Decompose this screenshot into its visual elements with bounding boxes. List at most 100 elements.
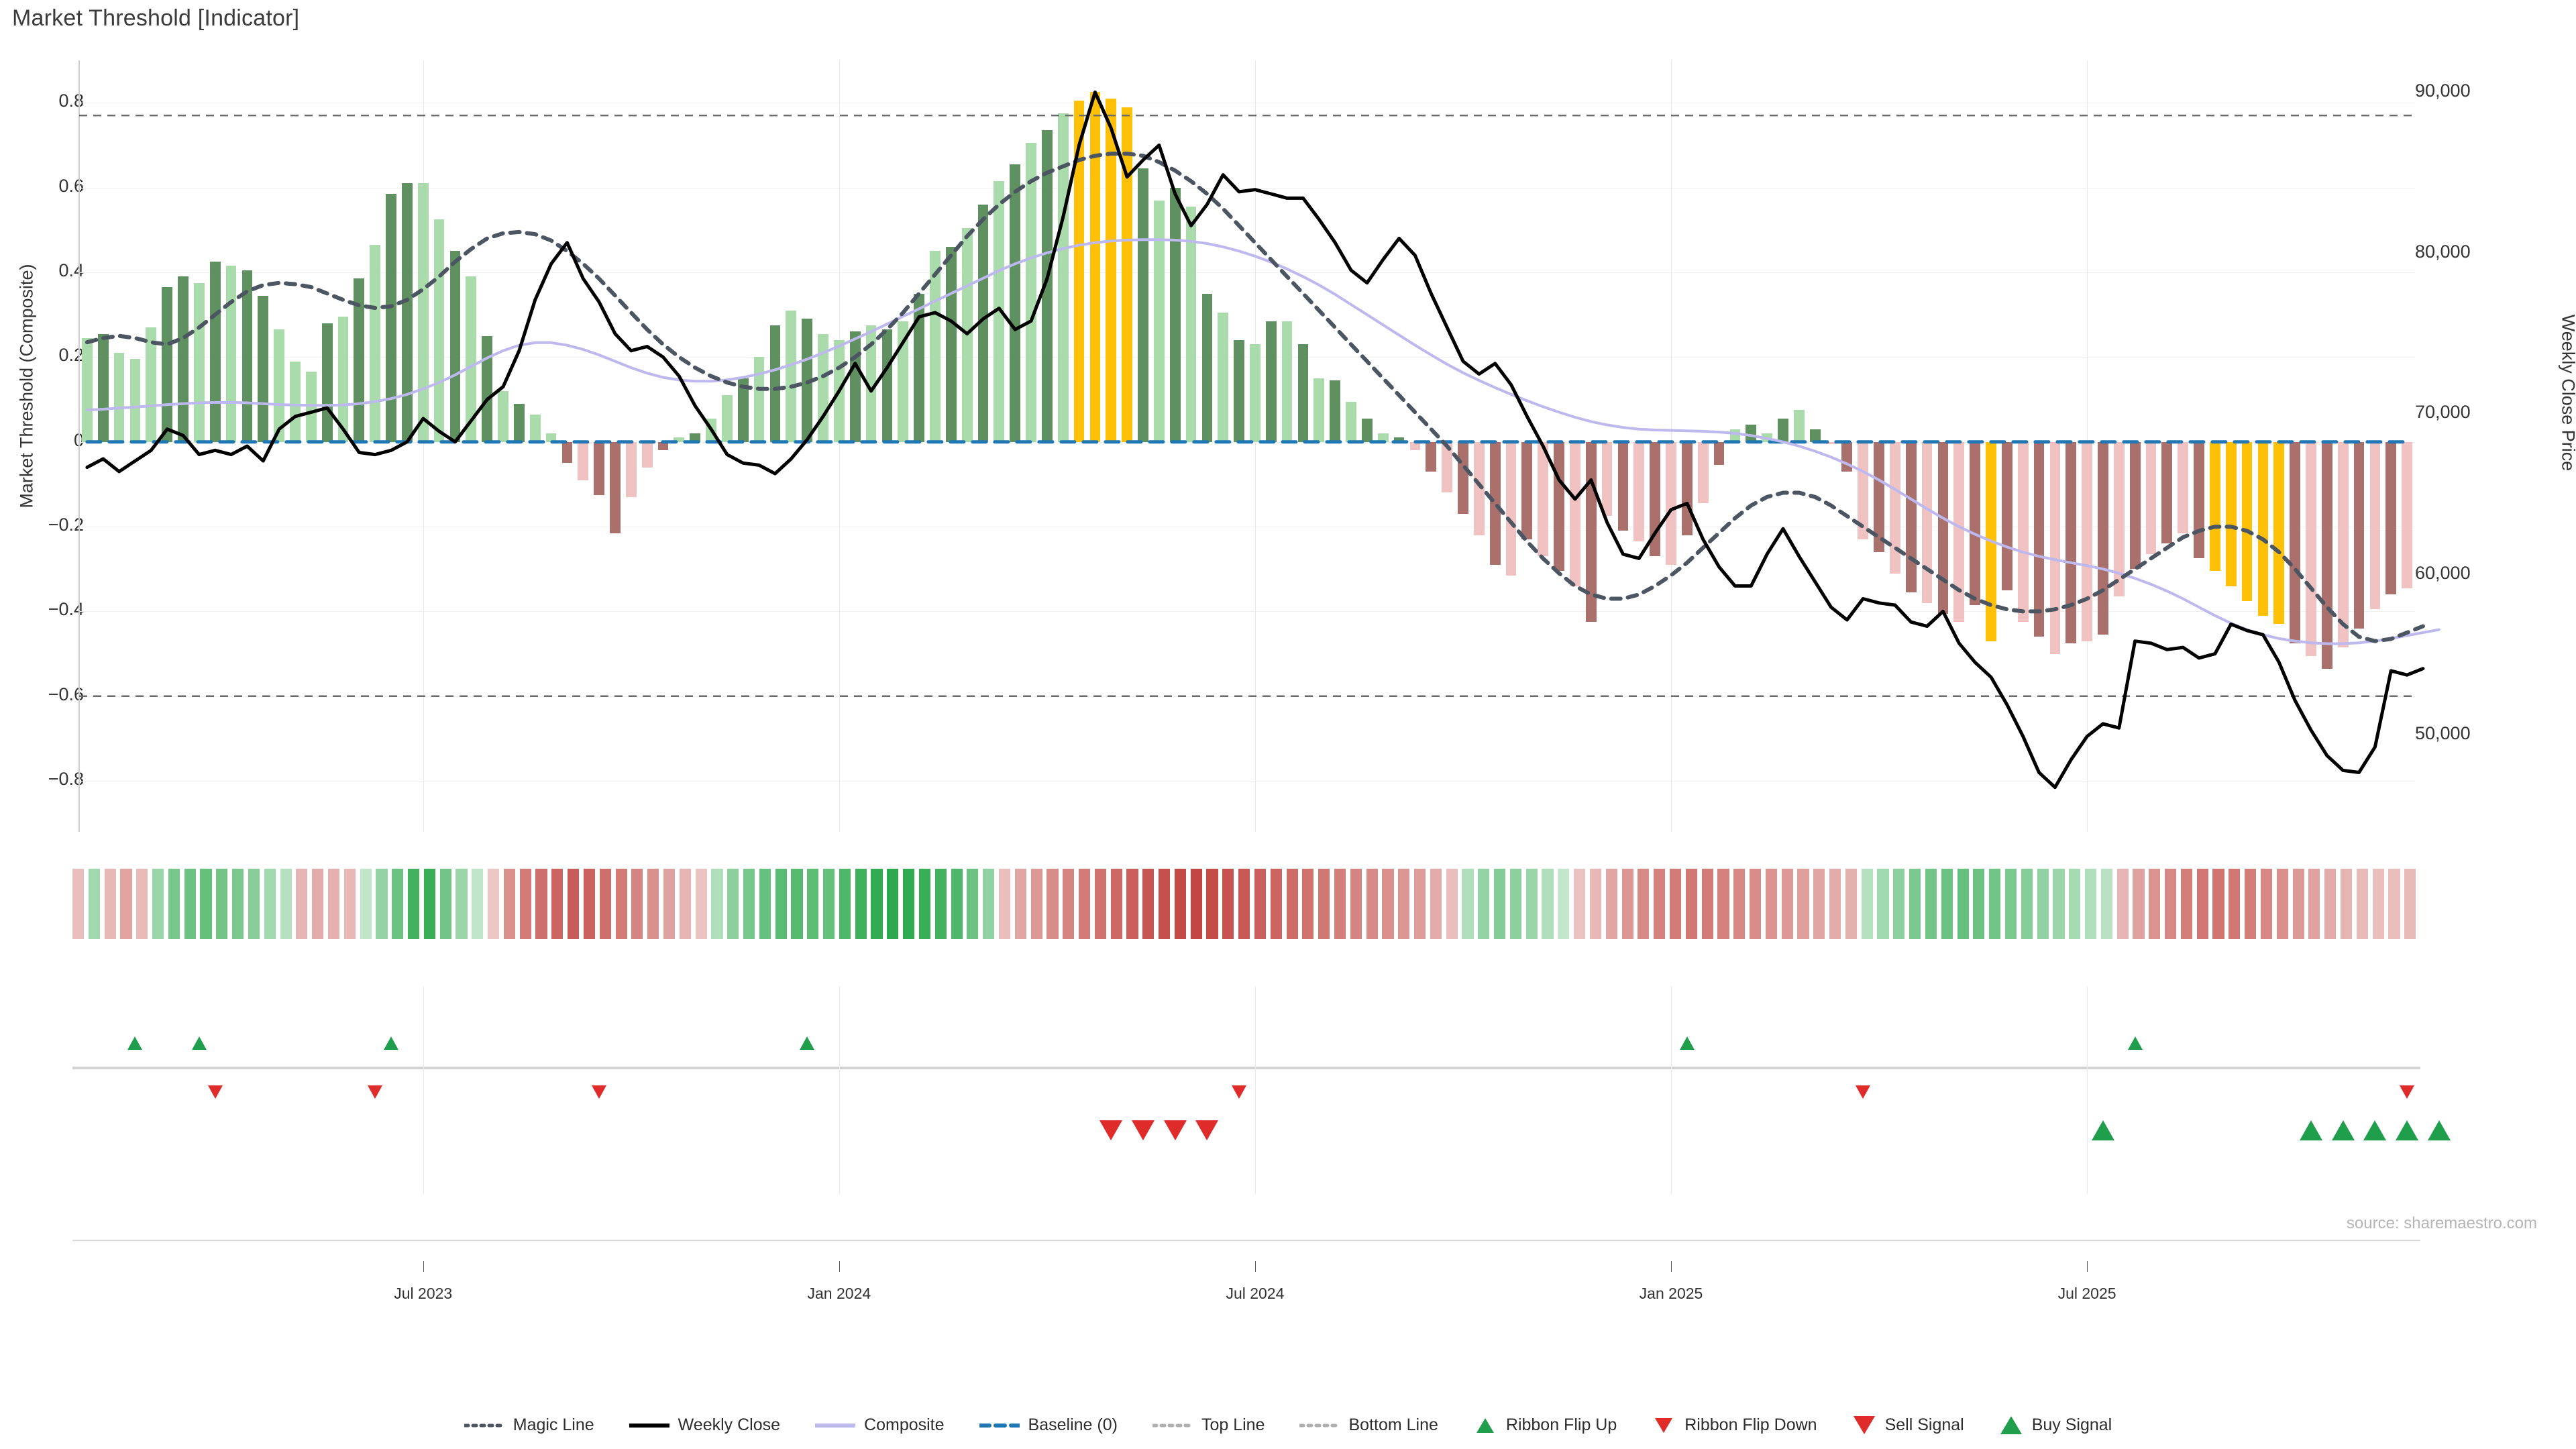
composite-bar xyxy=(386,194,396,442)
ribbon-cell xyxy=(1382,869,1394,939)
composite-bar xyxy=(1890,441,1900,574)
x-tick-mark xyxy=(423,1261,424,1272)
ribbon-cell xyxy=(1206,869,1218,939)
ribbon-cell xyxy=(1750,869,1762,939)
composite-bar xyxy=(146,327,157,442)
gridline-vertical xyxy=(423,986,424,1161)
composite-bar xyxy=(865,325,877,442)
composite-bar xyxy=(625,441,637,497)
composite-bar xyxy=(1057,113,1069,442)
x-tick-label: Jul 2024 xyxy=(1226,1285,1285,1302)
legend-item[interactable]: Top Line xyxy=(1151,1415,1265,1435)
y-tick-left: 0 xyxy=(0,430,84,451)
ribbon-cell xyxy=(1813,869,1825,939)
ribbon-cell xyxy=(2100,869,2112,939)
ribbon-cell xyxy=(1877,869,1889,939)
ribbon-cell xyxy=(184,869,196,939)
gridline-vertical xyxy=(423,60,424,832)
ribbon-cell xyxy=(1765,869,1777,939)
ribbon-cell xyxy=(120,869,132,939)
composite-bar xyxy=(1538,441,1549,557)
ribbon-cell xyxy=(934,869,947,939)
composite-bar xyxy=(417,183,429,442)
composite-bar xyxy=(786,310,797,442)
ribbon-cell xyxy=(1014,869,1026,939)
legend-item[interactable]: Composite xyxy=(814,1415,945,1435)
ribbon-cell xyxy=(2069,869,2081,939)
triangle-up-icon xyxy=(1476,1417,1494,1433)
composite-bar xyxy=(2049,441,2061,654)
composite-bar xyxy=(2017,441,2029,623)
ribbon-cell xyxy=(951,869,963,939)
composite-bar xyxy=(898,321,909,442)
ribbon-flip-up-marker xyxy=(127,1036,143,1050)
ribbon-cell xyxy=(503,869,515,939)
legend-label: Buy Signal xyxy=(2031,1415,2112,1434)
flip-divider-line xyxy=(72,1067,2420,1069)
legend-swatch-dotted-line xyxy=(463,1418,506,1433)
gridline-horizontal xyxy=(79,696,2415,697)
composite-bar xyxy=(82,337,93,442)
ribbon-cell xyxy=(1478,869,1490,939)
composite-bar xyxy=(97,333,109,442)
composite-bar xyxy=(1234,340,1244,442)
line-series-overlay xyxy=(79,90,2440,790)
x-tick-label: Jul 2023 xyxy=(394,1285,453,1302)
ribbon-cell xyxy=(568,869,580,939)
composite-bar xyxy=(209,262,221,442)
composite-bar xyxy=(881,329,893,442)
composite-line xyxy=(85,238,2440,645)
legend-swatch-solid-line xyxy=(814,1418,857,1433)
chart-legend: Magic Line Weekly Close Composite Baseline … xyxy=(0,1415,2576,1435)
ribbon-cell xyxy=(1525,869,1538,939)
source-note: source: sharemaestro.com xyxy=(2346,1214,2537,1232)
legend-item[interactable]: Weekly Close xyxy=(627,1415,780,1435)
composite-bar xyxy=(1426,441,1437,472)
ribbon-cell xyxy=(791,869,803,939)
ribbon-cell xyxy=(871,869,883,939)
composite-bar xyxy=(2001,441,2012,590)
trade-signal-markers-area xyxy=(72,1087,2451,1194)
ribbon-cell xyxy=(2276,869,2288,939)
sell-signal-marker xyxy=(1131,1120,1155,1140)
legend-label: Sell Signal xyxy=(1884,1415,1964,1434)
ribbon-cell xyxy=(1190,869,1202,939)
gridline-vertical xyxy=(839,986,840,1161)
y-tick-left: 0.4 xyxy=(58,260,84,280)
legend-item[interactable]: Buy Signal xyxy=(1999,1415,2112,1435)
composite-bar xyxy=(258,295,269,442)
ribbon-cell xyxy=(1957,869,1969,939)
buy-signal-marker xyxy=(2299,1120,2322,1140)
composite-bar xyxy=(1905,441,1917,592)
composite-bar xyxy=(1874,441,1884,552)
weekly-close-line xyxy=(85,90,2425,790)
composite-bar xyxy=(178,276,189,442)
gridline-vertical xyxy=(839,1087,840,1194)
gridline-horizontal xyxy=(79,272,2415,273)
legend-item[interactable]: Sell Signal xyxy=(1852,1415,1964,1435)
composite-bar xyxy=(1793,410,1805,442)
ribbon-cell xyxy=(918,869,931,939)
legend-item[interactable]: Magic Line xyxy=(463,1415,594,1435)
legend-item[interactable]: Baseline (0) xyxy=(977,1415,1118,1435)
legend-item[interactable]: Ribbon Flip Up xyxy=(1473,1415,1617,1435)
ribbon-cell xyxy=(2116,869,2129,939)
composite-bar xyxy=(274,329,284,442)
ribbon-cell xyxy=(2404,869,2416,939)
ribbon-cell xyxy=(2388,869,2400,939)
ribbon-flip-down-marker xyxy=(1232,1085,1247,1099)
gridline-vertical xyxy=(1671,1087,1672,1194)
composite-bar xyxy=(2210,441,2220,572)
ribbon-cell xyxy=(1094,869,1106,939)
composite-bar xyxy=(1393,437,1405,442)
composite-bar xyxy=(737,378,749,442)
ribbon-cell xyxy=(200,869,212,939)
ribbon-cell xyxy=(679,869,691,939)
composite-bar xyxy=(2385,441,2397,595)
legend-item[interactable]: Ribbon Flip Down xyxy=(1652,1415,1817,1435)
composite-bar xyxy=(1169,187,1181,442)
line-swatch-icon xyxy=(627,1423,671,1428)
gridline-vertical xyxy=(423,1087,424,1194)
composite-bar xyxy=(1953,441,1965,623)
legend-item[interactable]: Bottom Line xyxy=(1298,1415,1438,1435)
